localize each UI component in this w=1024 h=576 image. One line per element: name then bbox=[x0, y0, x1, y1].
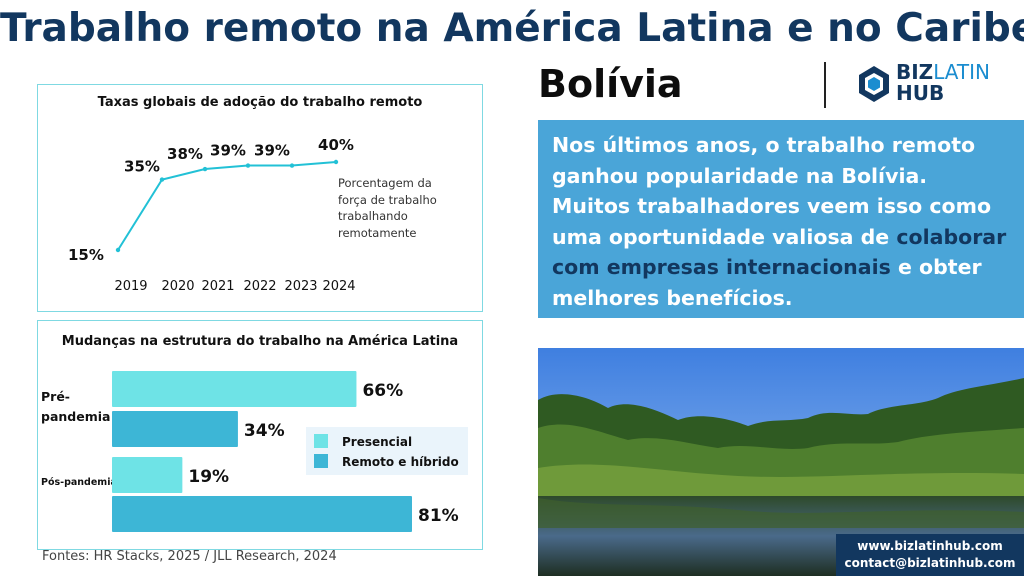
website-link[interactable]: www.bizlatinhub.com bbox=[857, 539, 1003, 553]
chart1-note: Porcentagem da força de trabalho trabalh… bbox=[338, 175, 437, 241]
legend-swatch bbox=[314, 454, 328, 468]
country-title: Bolívia bbox=[538, 62, 683, 106]
email-link[interactable]: contact@bizlatinhub.com bbox=[844, 556, 1016, 570]
data-label: 15% bbox=[68, 246, 104, 264]
logo-hub: HUB bbox=[896, 81, 945, 105]
data-point bbox=[202, 166, 208, 172]
legend-label: Presencial bbox=[342, 435, 412, 449]
group-label-line: Pré- bbox=[41, 389, 70, 404]
data-point bbox=[245, 163, 251, 168]
logo-biz: BIZ bbox=[896, 60, 934, 84]
intro-paragraph-box: Nos últimos anos, o trabalho remoto ganh… bbox=[538, 120, 1024, 318]
data-point bbox=[333, 159, 339, 165]
paragraph-text-end: e obter melhores benefícios. bbox=[552, 255, 982, 310]
bar bbox=[112, 411, 238, 447]
remote-adoption-chart-panel: Taxas globais de adoção do trabalho remo… bbox=[37, 84, 483, 312]
bar-value-label: 81% bbox=[418, 506, 459, 526]
group-label-pos-pandemia: Pós-pandemia bbox=[41, 477, 117, 488]
work-structure-bar-chart: 66% 34% 19% 81% Presencial Remoto e híbrido bbox=[112, 371, 468, 532]
bar-value-label: 19% bbox=[188, 467, 229, 487]
x-tick-label: 2021 bbox=[201, 279, 234, 294]
bar-value-label: 34% bbox=[244, 421, 285, 441]
data-label: 39% bbox=[254, 142, 290, 160]
legend-box bbox=[306, 427, 468, 475]
work-structure-chart-panel: Mudanças na estrutura do trabalho na Amé… bbox=[37, 320, 483, 550]
x-tick-label: 2024 bbox=[322, 279, 355, 294]
bar bbox=[112, 371, 357, 407]
chart1-note-line: remotamente bbox=[338, 225, 417, 240]
group-label-line: pandemia bbox=[41, 409, 111, 424]
legend-swatch bbox=[314, 434, 328, 448]
data-point bbox=[159, 177, 165, 182]
bar-value-label: 66% bbox=[362, 381, 403, 401]
bar bbox=[112, 457, 183, 493]
chart1-note-line: trabalhando bbox=[338, 209, 408, 223]
remote-adoption-line-chart: 15% 35% 38% 39% 39% 40% 2019 2020 2021 2022 2023 20… bbox=[68, 136, 356, 294]
title-divider bbox=[824, 62, 826, 108]
chart1-note-line: força de trabalho bbox=[338, 192, 437, 207]
group-label-pre-pandemia: Pré- pandemia bbox=[41, 387, 110, 427]
bizlatinhub-logo-icon bbox=[859, 66, 889, 102]
bizlatinhub-logo[interactable]: BIZLATIN HUB bbox=[856, 62, 996, 106]
contact-box: www.bizlatinhub.com contact@bizlatinhub.… bbox=[836, 534, 1024, 576]
sources-note: Fontes: HR Stacks, 2025 / JLL Research, … bbox=[42, 549, 337, 564]
data-point bbox=[115, 247, 121, 253]
logo-latin: LATIN bbox=[933, 60, 990, 84]
data-label: 39% bbox=[210, 142, 246, 160]
legend-label: Remoto e híbrido bbox=[342, 455, 459, 469]
paragraph-text: Nos últimos anos, o trabalho remoto ganh… bbox=[552, 133, 992, 249]
data-label: 40% bbox=[318, 136, 354, 154]
chart1-title: Taxas globais de adoção do trabalho remo… bbox=[97, 95, 423, 110]
x-tick-label: 2020 bbox=[161, 279, 194, 294]
bar bbox=[112, 496, 412, 532]
page-title: Trabalho remoto na América Latina e no C… bbox=[0, 6, 1024, 51]
x-tick-label: 2019 bbox=[114, 279, 147, 294]
data-label: 35% bbox=[124, 158, 160, 176]
chart2-title: Mudanças na estrutura do trabalho na Amé… bbox=[61, 334, 459, 349]
series-line bbox=[117, 161, 337, 251]
logo-wordmark: BIZLATIN HUB bbox=[896, 62, 990, 104]
data-label: 38% bbox=[167, 145, 203, 163]
chart1-note-line: Porcentagem da bbox=[338, 176, 432, 190]
data-point bbox=[289, 163, 295, 168]
x-tick-label: 2023 bbox=[284, 279, 317, 294]
paragraph-highlight: colaborar com empresas internacionais bbox=[552, 224, 1007, 280]
x-tick-label: 2022 bbox=[243, 279, 276, 294]
